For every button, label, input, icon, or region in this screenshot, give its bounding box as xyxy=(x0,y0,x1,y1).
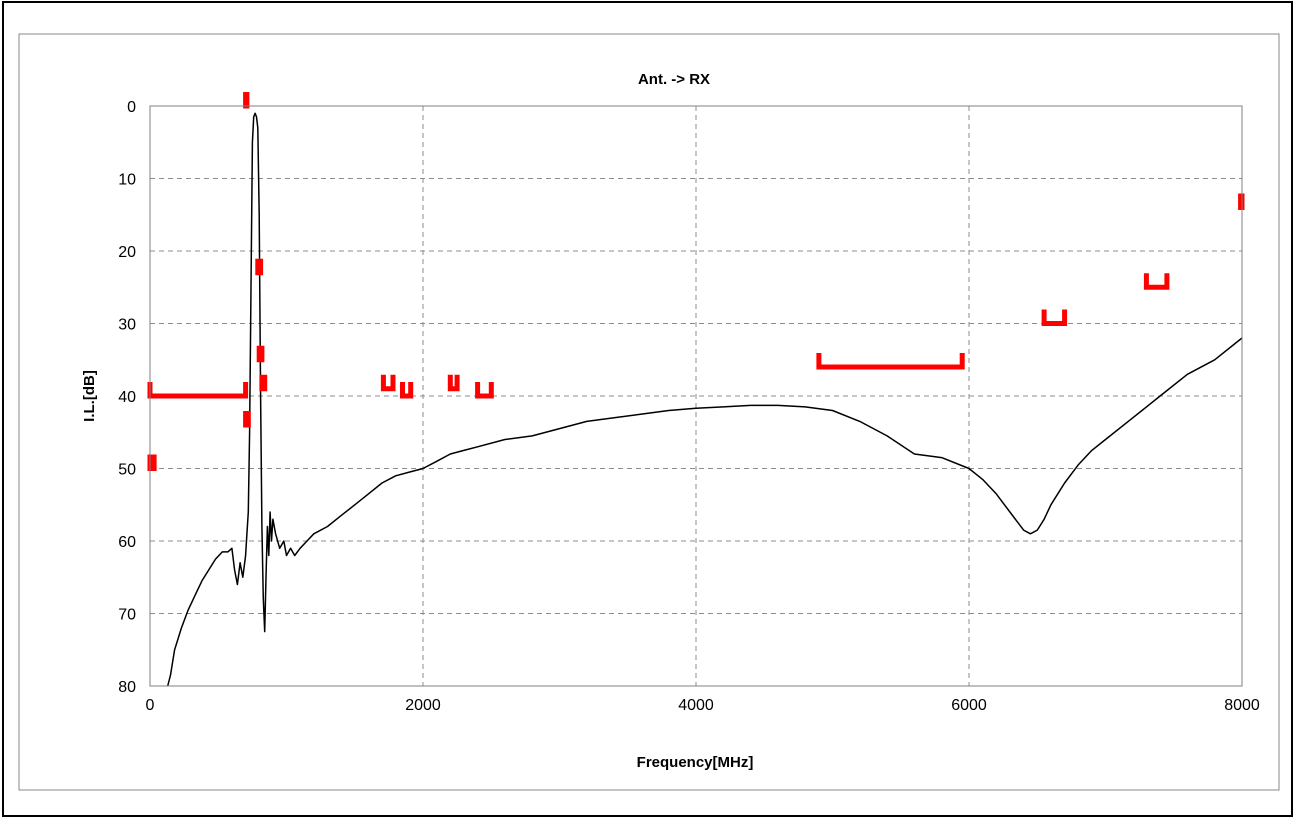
limit-mark xyxy=(400,382,414,399)
y-axis-title: I.L.[dB] xyxy=(81,370,98,422)
data-curves xyxy=(166,112,1243,687)
limit-mark xyxy=(475,382,494,399)
x-tick-label: 0 xyxy=(146,697,155,714)
y-tick-label: 20 xyxy=(118,244,136,261)
y-tick-label: 50 xyxy=(118,462,136,479)
y-tick-label: 0 xyxy=(127,99,136,116)
y-tick-label: 10 xyxy=(118,172,136,189)
limit-mark xyxy=(1143,273,1170,290)
y-tick-label: 80 xyxy=(118,679,136,696)
limit-mark xyxy=(147,454,157,471)
limit-mark xyxy=(259,374,268,392)
limit-mark xyxy=(447,374,460,392)
x-tick-label: 8000 xyxy=(1224,697,1260,714)
il-curve xyxy=(166,112,1243,687)
y-tick-label: 30 xyxy=(118,317,136,334)
limit-mark xyxy=(243,92,250,109)
plot-frame xyxy=(149,105,1243,687)
y-tick-label: 40 xyxy=(118,389,136,406)
limit-mark xyxy=(816,353,965,370)
chart-title: Ant. -> RX xyxy=(638,71,710,88)
x-tick-label: 4000 xyxy=(678,697,714,714)
limit-mark xyxy=(243,411,251,428)
y-tick-label: 60 xyxy=(118,534,136,551)
limit-mark xyxy=(256,345,265,363)
x-tick-label: 2000 xyxy=(405,697,441,714)
limit-mark xyxy=(380,374,396,392)
y-tick-label: 70 xyxy=(118,607,136,624)
chart-area-border xyxy=(18,33,1280,791)
x-axis-title: Frequency[MHz] xyxy=(637,754,754,771)
x-tick-label: 6000 xyxy=(951,697,987,714)
limit-mark xyxy=(1041,309,1068,326)
limit-mark xyxy=(255,258,264,276)
tick-labels: 0 2000 4000 6000 8000 0 10 20 30 40 50 60 70 80 xyxy=(118,99,1260,714)
